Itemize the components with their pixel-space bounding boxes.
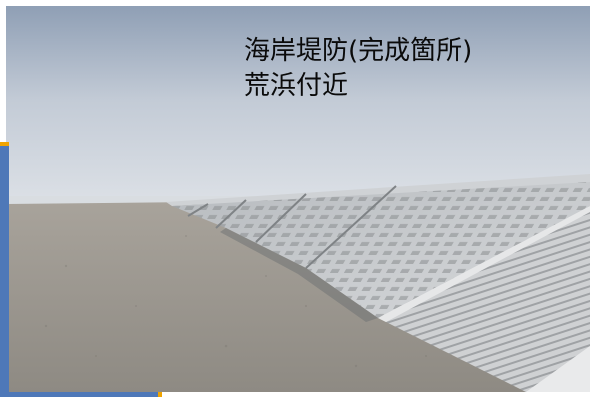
left-accent-bar: [0, 142, 9, 397]
caption-title: 海岸堤防(完成箇所): [244, 36, 473, 66]
seawall-photo-illustration: [6, 6, 590, 392]
left-accent-tick: [0, 142, 9, 146]
seawall-photo: [6, 6, 590, 392]
bottom-accent-tick: [158, 392, 162, 397]
caption-location: 荒浜付近: [244, 71, 349, 101]
bottom-accent-bar: [0, 392, 162, 397]
photo-caption: 海岸堤防(完成箇所) 荒浜付近: [244, 34, 472, 104]
